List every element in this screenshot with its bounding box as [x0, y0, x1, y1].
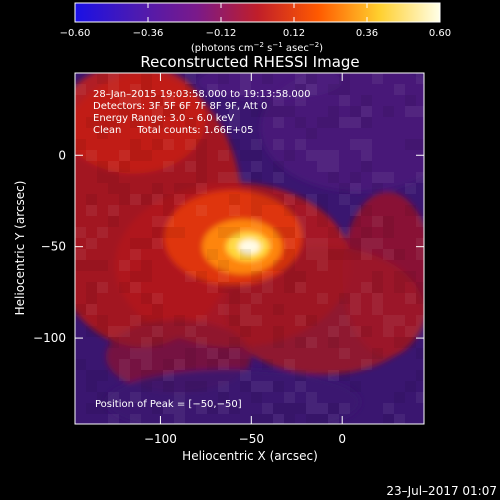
x-tick-label: 0 — [338, 432, 346, 446]
colorbar-tick-label: −0.60 — [60, 28, 91, 39]
emission-region — [75, 73, 206, 174]
colorbar: −0.60 −0.36 −0.12 0.12 0.36 0.60 (photons cm−… — [60, 2, 451, 54]
x-tick-label: −50 — [239, 432, 264, 446]
annotation-energy: Energy Range: 3.0 – 6.0 keV — [93, 113, 234, 124]
footer-date: 23–Jul–2017 01:07 — [386, 484, 497, 498]
heatmap-image — [75, 73, 424, 424]
annotation-peak-position: Position of Peak = [−50,−50] — [95, 399, 242, 410]
annotations: 28–Jan–2015 19:03:58.000 to 19:13:58.000… — [93, 89, 311, 410]
axes: −100 −50 0 0 −50 −100 — [33, 73, 424, 446]
colorbar-units: (photons cm−2 s−1 asec−2) — [191, 41, 323, 54]
chart-title: Reconstructed RHESSI Image — [140, 53, 359, 71]
y-tick-label: 0 — [58, 148, 66, 162]
emission-region — [105, 369, 361, 424]
colorbar-tick-label: 0.60 — [429, 28, 451, 39]
emission-region — [196, 73, 343, 101]
y-tick-label: −100 — [33, 331, 66, 345]
emission-region — [260, 73, 424, 192]
annotation-detectors: Detectors: 3F 5F 6F 7F 8F 9F, Att 0 — [93, 101, 267, 112]
colorbar-gradient — [74, 2, 441, 23]
plot-frame — [74, 72, 425, 425]
x-tick-label: −100 — [144, 432, 177, 446]
colorbar-tick-label: 0.12 — [283, 28, 305, 39]
colorbar-tick-label: −0.36 — [133, 28, 164, 39]
colorbar-tick-label: 0.36 — [356, 28, 378, 39]
annotation-clean: Clean Total counts: 1.66E+05 — [93, 125, 253, 136]
y-axis-label: Heliocentric Y (arcsec) — [13, 181, 27, 316]
emission-region — [342, 191, 424, 357]
x-axis-label: Heliocentric X (arcsec) — [182, 449, 318, 463]
colorbar-tick-label: −0.12 — [206, 28, 237, 39]
y-tick-label: −50 — [41, 240, 66, 254]
annotation-time-range: 28–Jan–2015 19:03:58.000 to 19:13:58.000 — [93, 89, 311, 100]
emission-region — [238, 239, 261, 254]
